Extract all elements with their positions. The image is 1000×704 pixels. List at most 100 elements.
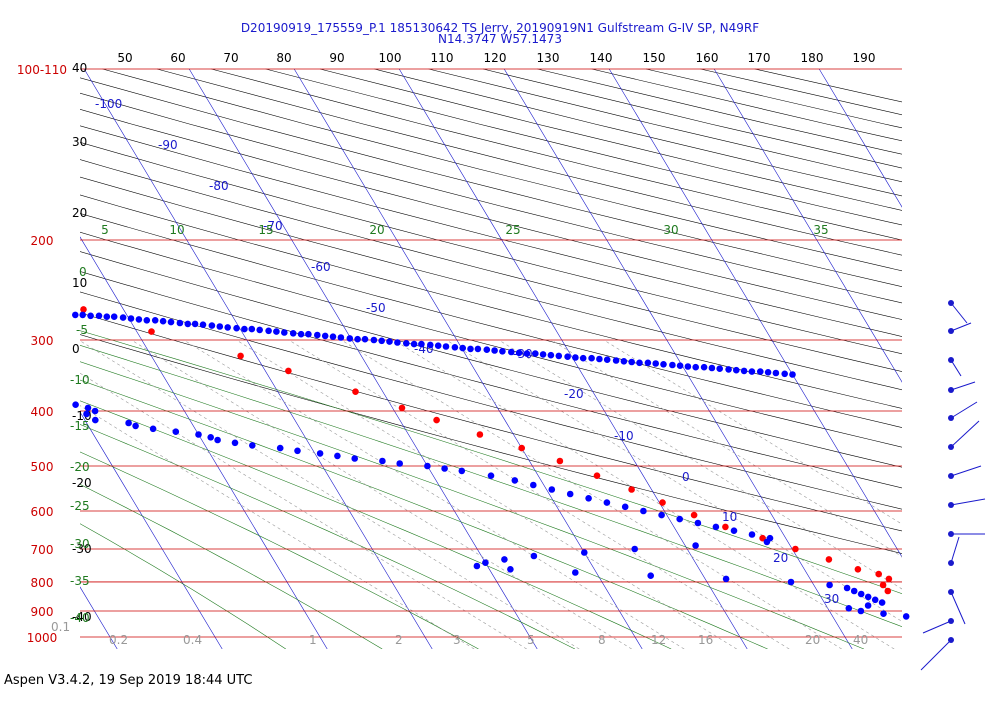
dewpoint-point bbox=[83, 411, 90, 418]
dewpoint-point bbox=[588, 355, 595, 362]
dewpoint-point bbox=[482, 559, 489, 566]
pressure-label: 500 bbox=[31, 460, 54, 474]
temperature-point bbox=[237, 353, 244, 360]
wetbulb-label: -20 bbox=[70, 460, 90, 474]
dewpoint-point bbox=[660, 361, 667, 368]
temperature-point bbox=[594, 472, 601, 479]
isotherm-label: -80 bbox=[209, 179, 229, 193]
temperature-point bbox=[477, 431, 484, 438]
dry-adiabat bbox=[646, 69, 1000, 649]
dewpoint-point bbox=[564, 353, 571, 360]
dewpoint-point bbox=[532, 350, 539, 357]
dewpoint-point bbox=[396, 460, 403, 467]
theta-label: 60 bbox=[170, 51, 185, 65]
mixing-ratio-line bbox=[341, 340, 841, 649]
dewpoint-point bbox=[459, 345, 466, 352]
dewpoint-point bbox=[628, 359, 635, 366]
dewpoint-point bbox=[441, 465, 448, 472]
mixing-ratio-line bbox=[446, 340, 946, 649]
thetae-label: 20 bbox=[369, 223, 384, 237]
dewpoint-point bbox=[403, 340, 410, 347]
theta-label: 130 bbox=[537, 51, 560, 65]
dewpoint-point bbox=[596, 356, 603, 363]
dewpoint-point bbox=[709, 365, 716, 372]
dewpoint-point bbox=[256, 327, 263, 334]
dewpoint-point bbox=[192, 321, 199, 328]
dewpoint-point bbox=[354, 336, 361, 343]
dewpoint-point bbox=[351, 455, 358, 462]
dewpoint-point bbox=[645, 360, 652, 367]
temperature-point bbox=[433, 417, 440, 424]
isotherm bbox=[0, 69, 117, 649]
dewpoint-point bbox=[217, 323, 224, 330]
dewpoint-point bbox=[207, 434, 214, 441]
dewpoint-point bbox=[160, 318, 167, 325]
temperature-point bbox=[285, 368, 292, 375]
dewpoint-point bbox=[903, 613, 910, 620]
pressure-label: 800 bbox=[31, 576, 54, 590]
dry-adiabat bbox=[103, 69, 1000, 649]
dewpoint-point bbox=[241, 326, 248, 333]
pressure-label: 600 bbox=[31, 505, 54, 519]
pressure-label: 100-110 bbox=[17, 63, 67, 77]
temperature-point bbox=[518, 445, 525, 452]
dewpoint-point bbox=[636, 360, 643, 367]
mixing-ratio-label: 3 bbox=[453, 633, 461, 647]
dewpoint-point bbox=[580, 355, 587, 362]
theta-label: 140 bbox=[590, 51, 613, 65]
dewpoint-point bbox=[567, 491, 574, 498]
dewpoint-point bbox=[692, 364, 699, 371]
dewpoint-point bbox=[72, 312, 79, 319]
dewpoint-point bbox=[524, 350, 531, 357]
dewpoint-point bbox=[322, 333, 329, 340]
theta-label: 50 bbox=[117, 51, 132, 65]
dewpoint-point bbox=[788, 579, 795, 586]
dewpoint-point bbox=[317, 450, 324, 457]
mixing-ratio-label: 12 bbox=[651, 633, 666, 647]
temperature-point bbox=[885, 588, 892, 595]
dewpoint-point bbox=[879, 599, 886, 606]
dewpoint-point bbox=[120, 314, 127, 321]
dewpoint-point bbox=[858, 591, 865, 598]
mixing-ratio-label: 0.1 bbox=[51, 620, 70, 634]
dewpoint-point bbox=[731, 527, 738, 534]
dewpoint-point bbox=[195, 431, 202, 438]
mixing-ratio-line bbox=[131, 340, 631, 649]
dewpoint-point bbox=[581, 549, 588, 556]
moist-adiabat bbox=[0, 69, 286, 649]
temperature-point bbox=[880, 582, 887, 589]
dewpoint-point bbox=[773, 370, 780, 377]
dewpoint-point bbox=[475, 346, 482, 353]
temperature-point bbox=[659, 499, 666, 506]
temperature-label: 0 bbox=[72, 342, 80, 356]
wind-barb-staff bbox=[951, 466, 981, 476]
mixing-ratio-line bbox=[394, 340, 894, 649]
dewpoint-point bbox=[491, 347, 498, 354]
dewpoint-point bbox=[362, 336, 369, 343]
dewpoint-point bbox=[695, 520, 702, 527]
pressure-label: 700 bbox=[31, 543, 54, 557]
dewpoint-point bbox=[273, 328, 280, 335]
isotherm bbox=[84, 69, 432, 649]
dewpoint-point bbox=[233, 325, 240, 332]
dewpoint-point bbox=[79, 312, 86, 319]
wetbulb-label: -5 bbox=[76, 323, 88, 337]
wind-barbs bbox=[921, 300, 985, 670]
isotherm bbox=[504, 69, 852, 649]
dewpoint-point bbox=[347, 335, 354, 342]
dewpoint-point bbox=[764, 539, 771, 546]
temperature-point bbox=[886, 576, 893, 583]
dewpoint-point bbox=[531, 553, 538, 560]
dry-adiabat bbox=[755, 69, 1000, 649]
theta-label: 90 bbox=[329, 51, 344, 65]
moist-adiabat bbox=[0, 69, 768, 649]
dewpoint-point bbox=[507, 566, 514, 573]
theta-label: 150 bbox=[643, 51, 666, 65]
dewpoint-point bbox=[765, 369, 772, 376]
thetae-label: 10 bbox=[169, 223, 184, 237]
dewpoint-point bbox=[733, 367, 740, 374]
dewpoint-point bbox=[781, 371, 788, 378]
dewpoint-point bbox=[512, 477, 519, 484]
temperature-point bbox=[352, 388, 359, 395]
dewpoint-point bbox=[741, 368, 748, 375]
